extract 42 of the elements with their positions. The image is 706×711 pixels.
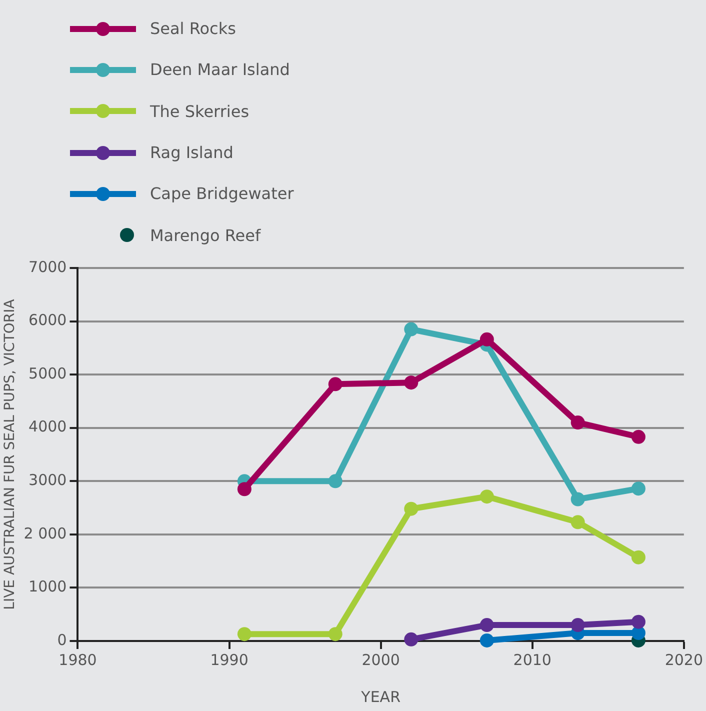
x-tick-label: 1990 <box>210 650 248 669</box>
point <box>404 502 418 516</box>
point <box>480 618 494 632</box>
point <box>570 492 585 506</box>
point <box>570 416 585 430</box>
y-tick-label: 4000 <box>28 418 67 436</box>
legend-label: The Skerries <box>150 102 250 121</box>
point <box>237 482 252 496</box>
point <box>480 490 494 504</box>
x-tick-label: 2000 <box>362 650 400 669</box>
point <box>328 377 342 392</box>
point <box>404 376 418 390</box>
y-tick-label: 2 000 <box>24 524 67 542</box>
y-tick-label: 6000 <box>28 311 67 330</box>
legend-label: Marengo Reef <box>150 226 261 245</box>
point <box>404 322 418 336</box>
x-tick-label: 2010 <box>513 650 552 669</box>
legend-label: Deen Maar Island <box>150 60 290 80</box>
y-tick-label: 0 <box>57 630 67 649</box>
point <box>570 515 585 530</box>
point <box>631 614 646 629</box>
point <box>480 633 494 648</box>
point <box>631 430 646 444</box>
y-tick-label: 5000 <box>28 364 67 382</box>
point <box>328 474 342 488</box>
x-tick-label: 2020 <box>664 650 704 669</box>
legend-label: Rag Island <box>150 143 234 162</box>
point <box>237 627 252 642</box>
point <box>404 632 418 646</box>
y-tick-label: 7000 <box>28 258 67 276</box>
point <box>631 482 646 496</box>
point <box>631 550 646 564</box>
point <box>328 627 342 642</box>
y-tick-label: 1000 <box>28 578 67 596</box>
y-axis-title: LIVE AUSTRALIAN FUR SEAL PUPS, VICTORIA <box>2 298 18 610</box>
legend-label: Seal Rocks <box>150 19 236 38</box>
x-tick-label: 1980 <box>58 650 97 669</box>
x-axis-title: YEAR <box>360 688 400 706</box>
point <box>570 618 585 632</box>
y-tick-label: 3000 <box>28 471 67 490</box>
legend-label: Cape Bridgewater <box>150 184 294 204</box>
point <box>480 332 494 346</box>
